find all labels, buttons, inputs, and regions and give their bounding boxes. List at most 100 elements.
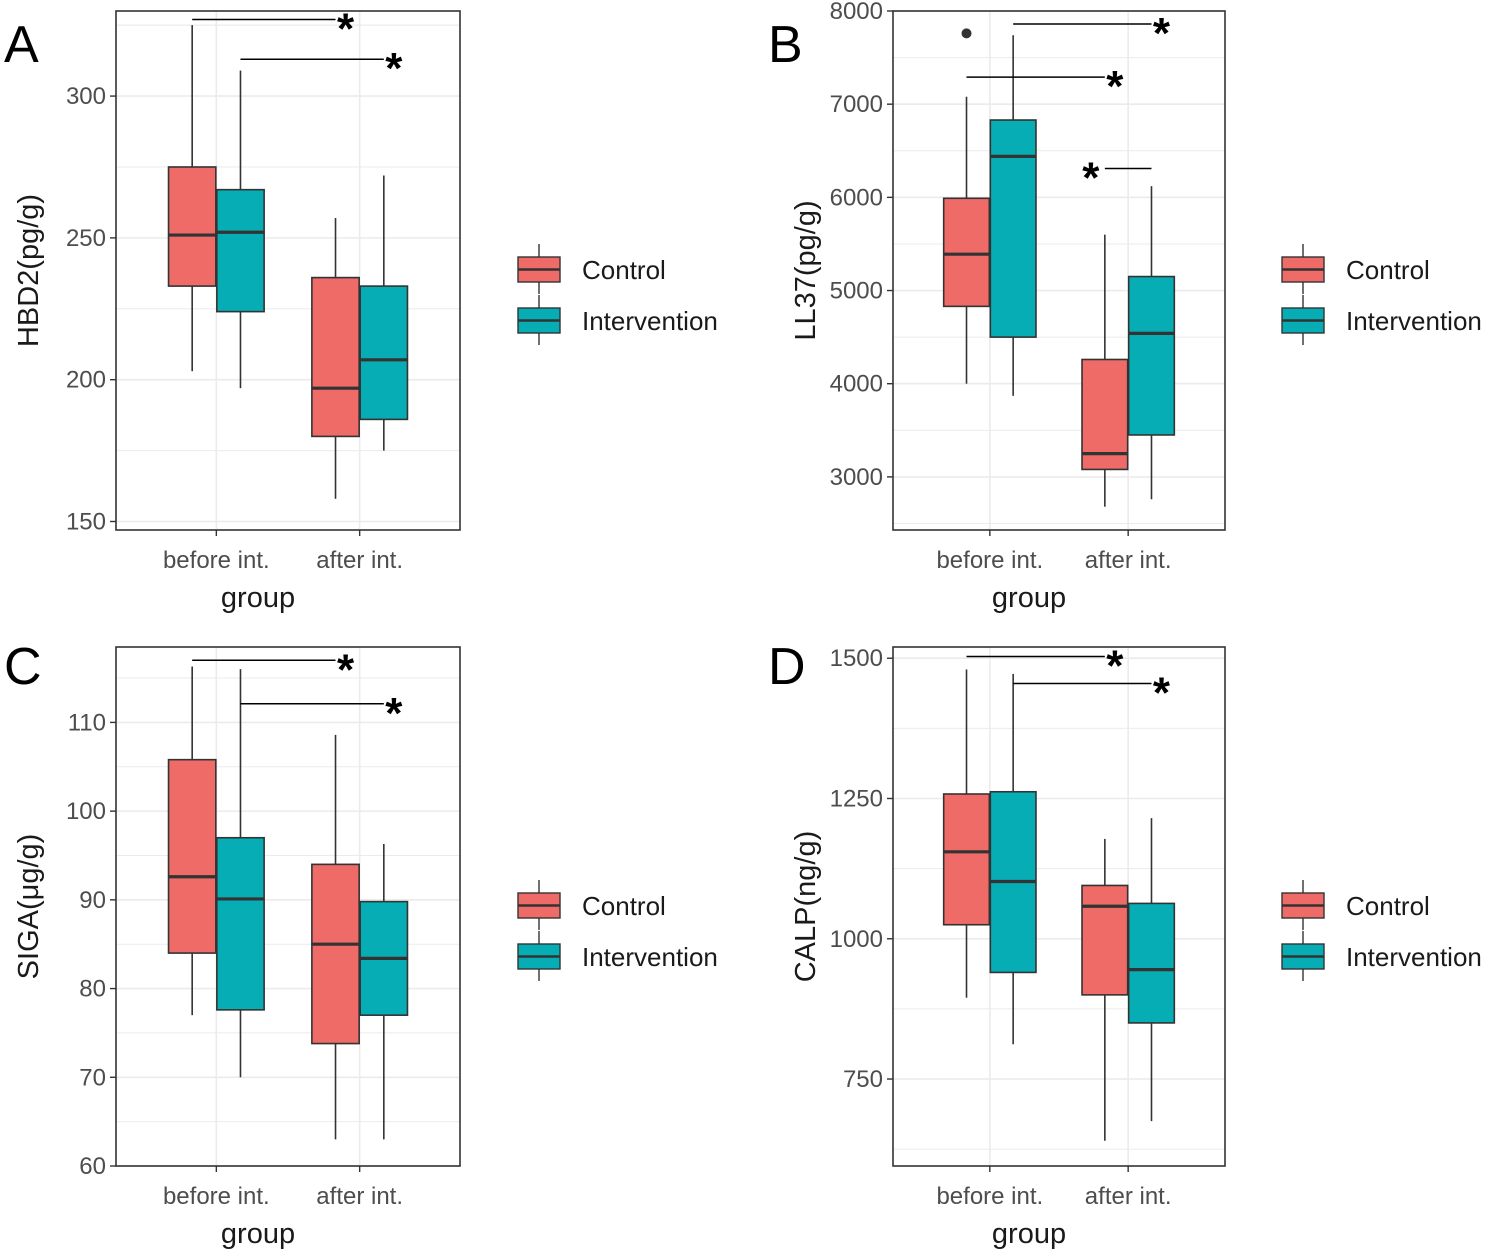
box-body <box>216 188 265 313</box>
box-body <box>942 197 991 308</box>
box-body <box>167 758 217 954</box>
y-tick-label: 200 <box>66 367 106 394</box>
legend-key-control <box>1281 880 1325 930</box>
box-intervention-1 <box>1127 186 1176 500</box>
legend-key-intervention <box>1281 295 1325 345</box>
outlier-point <box>961 28 972 39</box>
legend-label-control: Control <box>1346 255 1430 285</box>
legend-key-intervention <box>517 931 561 981</box>
y-tick-label: 750 <box>843 1066 883 1093</box>
box-body <box>942 793 991 926</box>
box-intervention-1 <box>359 175 409 451</box>
legend: Control Intervention <box>517 244 718 345</box>
plot-border <box>892 646 1226 1167</box>
significance-bracket: * <box>1082 153 1152 202</box>
x-tick-label: before int. <box>936 1183 1043 1210</box>
significance-star: * <box>1106 642 1124 691</box>
significance-star: * <box>1153 668 1171 717</box>
panel-letter: A <box>4 16 39 74</box>
legend-label-intervention: Intervention <box>582 942 718 972</box>
y-tick-label: 1500 <box>830 645 883 672</box>
box-control-1 <box>311 218 360 499</box>
x-tick-label: before int. <box>163 1183 270 1210</box>
legend-key-control <box>517 244 561 294</box>
panel-letter: C <box>4 638 42 696</box>
legend-label-intervention: Intervention <box>1346 306 1482 336</box>
significance-bracket: * <box>966 642 1124 691</box>
significance-bracket: * <box>240 689 403 738</box>
x-tick-label: after int. <box>1085 547 1172 574</box>
legend-label-control: Control <box>1346 891 1430 921</box>
x-tick-label: after int. <box>1085 1183 1172 1210</box>
y-tick-label: 80 <box>79 976 106 1003</box>
y-tick-label: 250 <box>66 225 106 252</box>
box-body <box>989 119 1037 338</box>
significance-bracket: * <box>192 5 355 54</box>
y-tick-label: 5000 <box>830 278 883 305</box>
legend-label-intervention: Intervention <box>1346 942 1482 972</box>
legend: Control Intervention <box>1281 880 1482 981</box>
x-tick-label: after int. <box>316 547 403 574</box>
box-intervention-0 <box>989 673 1037 1045</box>
box-control-1 <box>1081 234 1129 507</box>
y-tick-label: 7000 <box>830 91 883 118</box>
legend-label-intervention: Intervention <box>582 306 718 336</box>
y-tick-label: 110 <box>68 709 106 736</box>
significance-star: * <box>337 645 355 694</box>
box-body <box>311 863 360 1045</box>
significance-star: * <box>385 44 403 93</box>
box-intervention-1 <box>359 843 409 1140</box>
box-intervention-1 <box>1127 818 1176 1122</box>
x-axis-title: group <box>221 1218 295 1250</box>
box-control-1 <box>1081 838 1129 1141</box>
significance-bracket: * <box>192 645 355 694</box>
legend-key-intervention <box>1281 931 1325 981</box>
y-tick-label: 60 <box>79 1153 106 1180</box>
legend: Control Intervention <box>1281 244 1482 345</box>
box-body <box>359 285 409 421</box>
panel-letter: D <box>768 638 806 696</box>
y-tick-label: 300 <box>66 83 106 110</box>
y-axis-title: SIGA(μg/g) <box>13 834 45 980</box>
box-control-1 <box>311 734 360 1140</box>
plot-border <box>892 10 1226 531</box>
y-axis-title: CALP(ng/g) <box>790 831 822 983</box>
x-tick-label: before int. <box>163 547 270 574</box>
y-tick-label: 3000 <box>830 464 883 491</box>
x-axis-title: group <box>992 1218 1066 1250</box>
y-tick-label: 70 <box>79 1064 106 1091</box>
y-tick-label: 6000 <box>830 184 883 211</box>
y-tick-label: 1250 <box>830 785 883 812</box>
box-body <box>167 166 217 287</box>
y-axis-title: HBD2(pg/g) <box>13 194 45 347</box>
significance-bracket: * <box>240 44 403 93</box>
significance-bracket: * <box>1013 668 1171 717</box>
legend-key-control <box>1281 244 1325 294</box>
significance-star: * <box>1082 153 1100 202</box>
plot-background <box>893 647 1225 1166</box>
panel-letter: B <box>768 16 803 74</box>
box-body <box>1081 884 1129 996</box>
box-intervention-0 <box>216 669 265 1078</box>
legend-key-control <box>517 880 561 930</box>
significance-star: * <box>1153 9 1171 58</box>
box-control-0 <box>167 666 217 1016</box>
y-tick-label: 4000 <box>830 371 883 398</box>
y-tick-label: 90 <box>79 887 106 914</box>
plot-background <box>116 647 460 1166</box>
x-axis-title: group <box>992 582 1066 614</box>
panel-c: * * 60 70 80 90 100 110 before int. after int. gro… <box>4 638 718 1250</box>
x-axis-title: group <box>221 582 295 614</box>
panel-d: * * 750 1000 1250 1500 before int. after int. gr… <box>768 638 1482 1250</box>
significance-bracket: * <box>966 62 1124 111</box>
significance-star: * <box>385 689 403 738</box>
significance-star: * <box>1106 62 1124 111</box>
legend-key-intervention <box>517 295 561 345</box>
plot-background <box>893 11 1225 530</box>
legend: Control Intervention <box>517 880 718 981</box>
x-tick-label: after int. <box>316 1183 403 1210</box>
box-body <box>1127 275 1176 436</box>
box-body <box>311 276 360 438</box>
